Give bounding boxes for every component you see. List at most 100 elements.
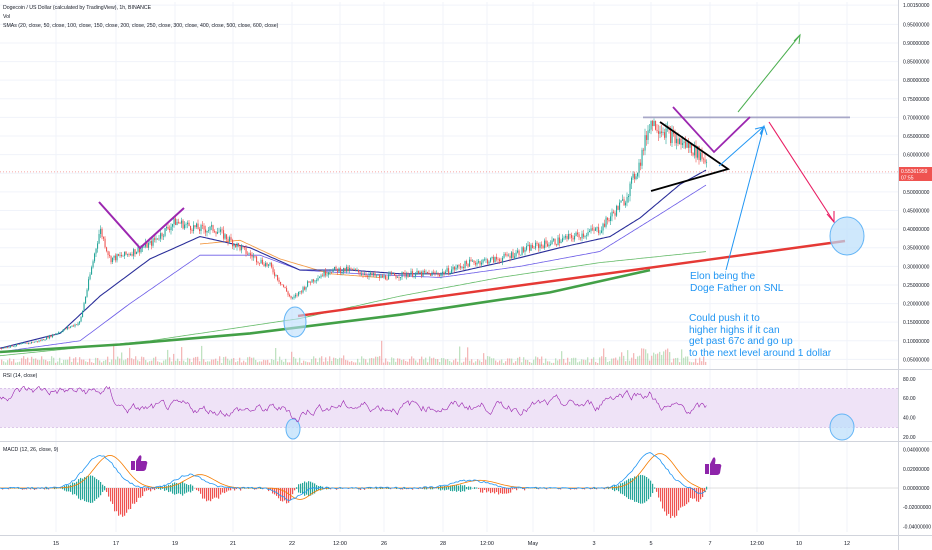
price-candle <box>154 238 156 240</box>
price-candle <box>13 346 15 348</box>
price-candle <box>70 326 72 328</box>
price-candle <box>364 274 366 276</box>
price-candle <box>560 241 562 244</box>
price-candle <box>472 260 474 262</box>
volume-bar <box>635 359 637 365</box>
macd-histogram-bar <box>206 488 208 502</box>
volume-bar <box>217 360 219 365</box>
price-candle <box>680 138 682 145</box>
price-candle <box>415 273 417 277</box>
price-candle <box>581 233 583 239</box>
price-candle <box>11 345 13 347</box>
volume-bar <box>283 361 285 365</box>
macd-histogram-bar <box>156 487 158 489</box>
macd-histogram-bar <box>154 488 156 491</box>
volume-bar <box>149 361 151 365</box>
price-candle <box>434 272 436 274</box>
price-candle <box>254 256 256 257</box>
price-candle <box>113 255 115 258</box>
volume-bar <box>527 360 529 365</box>
volume-bar <box>541 356 543 365</box>
macd-histogram-bar <box>84 477 86 502</box>
purple-target-pattern <box>672 106 751 154</box>
target-circle <box>829 216 865 256</box>
volume-bar <box>299 357 301 365</box>
macd-histogram-bar <box>166 486 168 491</box>
price-candle <box>538 243 540 249</box>
price-candle <box>136 251 138 255</box>
price-candle <box>83 303 85 311</box>
price-candle <box>554 239 556 245</box>
volume-bar <box>667 348 669 365</box>
macd-histogram-bar <box>502 488 504 494</box>
price-candle <box>652 120 654 126</box>
rsi-band <box>0 388 898 428</box>
price-candle <box>559 237 561 244</box>
price-candle <box>232 239 234 247</box>
price-candle <box>356 269 358 271</box>
macd-histogram-bar <box>162 487 164 489</box>
macd-histogram-bar <box>220 488 222 495</box>
price-candle <box>323 270 325 277</box>
macd-histogram-bar <box>72 482 74 495</box>
price-candle <box>448 268 450 274</box>
volume-bar <box>187 357 189 365</box>
volume-bar <box>567 357 569 365</box>
volume-bar <box>321 356 323 365</box>
price-candle <box>275 275 277 276</box>
price-candle <box>314 280 316 282</box>
price-candle <box>196 223 198 228</box>
price-candle <box>79 321 81 324</box>
macd-histogram-bar <box>688 488 690 503</box>
time-tick-label: 12:00 <box>333 541 347 547</box>
volume-bar <box>497 362 499 365</box>
macd-histogram-bar <box>512 488 514 490</box>
price-candle <box>401 272 403 278</box>
price-tick-label: 0.95000000 <box>903 22 930 28</box>
volume-bar <box>621 352 623 365</box>
push-note: Could push it to higher highs if it can … <box>689 313 831 359</box>
volume-bar <box>213 359 215 365</box>
rsi-series <box>0 385 707 423</box>
price-candle <box>217 231 219 234</box>
price-candle <box>568 234 570 239</box>
price-candle <box>605 217 607 227</box>
price-candle <box>545 240 547 244</box>
price-candle <box>26 342 28 344</box>
price-candle <box>160 233 162 239</box>
price-tick-label: 0.50000000 <box>903 190 930 196</box>
price-candle <box>632 173 634 178</box>
price-candle <box>0 348 1 349</box>
volume-bar <box>289 362 291 365</box>
price-candle <box>112 257 114 263</box>
volume-bar <box>195 356 197 365</box>
price-candle <box>413 276 415 277</box>
volume-bar <box>291 351 293 365</box>
volume-bar <box>119 358 121 365</box>
macd-histogram-bar <box>218 488 220 499</box>
volume-bar <box>657 353 659 365</box>
price-candle <box>235 244 237 248</box>
note-line: Elon being the <box>690 271 756 282</box>
price-badge: 0.55361959 07:55 <box>899 167 932 182</box>
price-candle <box>617 206 619 210</box>
volume-bar <box>309 362 311 365</box>
volume-bar <box>89 358 91 365</box>
macd-histogram-bar <box>494 488 496 494</box>
volume-bar <box>371 358 373 365</box>
price-candle <box>662 132 664 133</box>
time-tick-label: 26 <box>381 541 387 547</box>
volume-bar <box>357 358 359 365</box>
price-candle <box>679 138 681 144</box>
price-candle <box>359 272 361 275</box>
macd-histogram-bar <box>202 488 204 499</box>
volume-bar <box>73 358 75 365</box>
volume-bar <box>625 361 627 365</box>
price-candle <box>8 347 10 348</box>
price-candle <box>49 335 51 339</box>
volume-bar <box>141 356 143 365</box>
time-tick-label: 10 <box>796 541 802 547</box>
price-candle <box>425 271 427 273</box>
price-candle <box>89 274 91 280</box>
